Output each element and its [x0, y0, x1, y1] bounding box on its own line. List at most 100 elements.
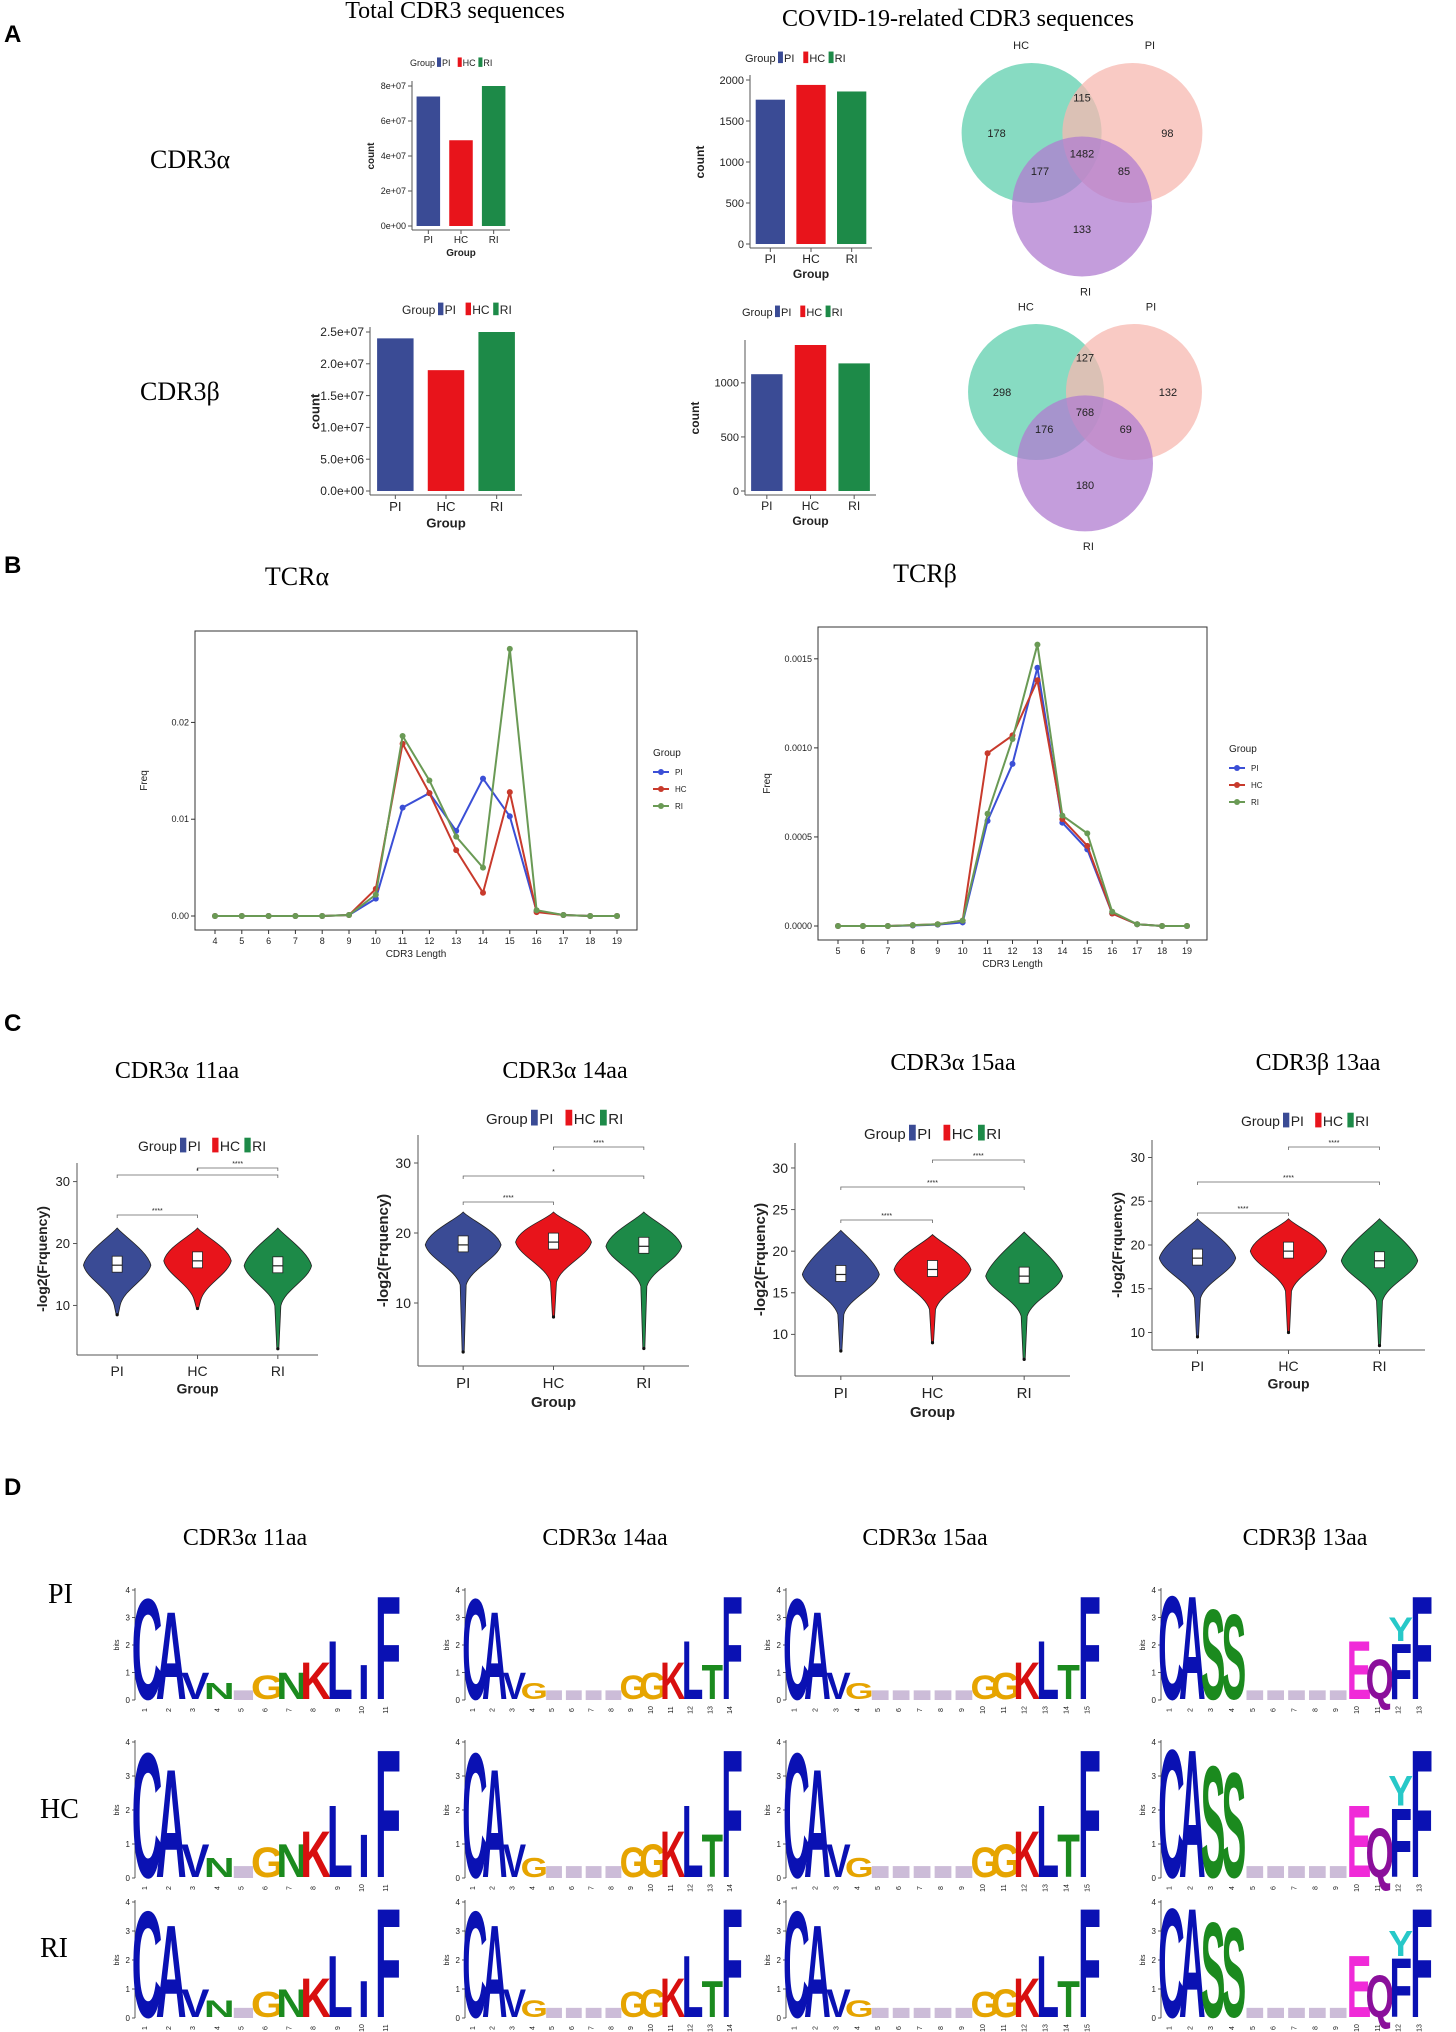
logo-4-ri-position-label: 7 — [1292, 2026, 1299, 2030]
logo-2-ri-letter-g: G — [521, 1996, 548, 2022]
logo-2-hc-letter-g: G — [521, 1851, 548, 1883]
bar-chart-1-legend-swatch-hc — [457, 57, 462, 67]
violin-chart-1-legend-swatch-hc — [212, 1137, 219, 1153]
line-chart-2-legend-dot-ri — [1234, 799, 1240, 805]
line-chart-1-point-ri — [265, 913, 272, 919]
bar-chart-2-xlabel: Group — [793, 267, 829, 281]
violin-chart-1-ytick-label: 30 — [56, 1174, 70, 1189]
logo-3-ri-minor-stack — [892, 2007, 910, 2018]
logo-4-pi-letter-f: F — [1410, 1565, 1433, 1731]
bar-chart-1-xlabel: Group — [446, 248, 476, 259]
bar-chart-3-legend-title: Group — [402, 303, 436, 317]
violin-chart-3-ytick-label: 30 — [772, 1160, 788, 1176]
logo-2-pi-position-label: 12 — [688, 1706, 695, 1714]
logo-2-ri-position-label: 2 — [490, 2026, 497, 2030]
logo-3-ri-ytick-label: 4 — [777, 1898, 782, 1907]
logo-3-pi-letter-g: G — [970, 1668, 999, 1706]
logo-3-pi-position-label: 6 — [896, 1708, 903, 1712]
logo-3-ri-position-label: 7 — [917, 2026, 924, 2030]
logo-4-pi-minor-stack — [1329, 1690, 1347, 1700]
line-chart-1-point-ri — [372, 891, 379, 898]
bar-chart-2-xtick-label: PI — [765, 252, 776, 266]
violin-chart-4-xtick-label: HC — [1278, 1358, 1298, 1374]
line-chart-2-point-pi — [1034, 664, 1041, 671]
logo-3-ri-position-label: 8 — [938, 2026, 945, 2030]
logo-3-ri-letter-f: F — [1078, 1877, 1101, 2032]
line-chart-1-xtick-label: 13 — [451, 936, 461, 946]
bar-chart-4-legend-swatch-ri — [825, 305, 831, 318]
venn-1: HC PI RI 178 98 115 1482 177 85 133 — [961, 40, 1203, 298]
bar-chart-1-bar-ri — [481, 86, 506, 226]
line-chart-1-legend-label-hc: HC — [675, 785, 687, 794]
logo-1-ri-ytick-label: 4 — [126, 1898, 131, 1907]
line-chart-1-legend-dot-pi — [658, 769, 664, 775]
bar-chart-1-ytick-label: 4e+07 — [381, 151, 406, 161]
logo-3-pi-position-label: 2 — [812, 1708, 819, 1712]
violin-chart-1-ytick-label: 20 — [56, 1236, 70, 1251]
line-chart-1-point-ri — [480, 864, 486, 871]
logo-4-ri-minor-stack — [1288, 2007, 1305, 2018]
logo-4-hc-position-label: 9 — [1333, 1886, 1340, 1890]
line-chart-1-point-ri — [346, 912, 352, 919]
logo-2-pi-ytick-label: 0 — [456, 1696, 461, 1705]
logo-1-ri-letter-l: L — [327, 1937, 353, 2032]
logo-2-hc-letter-k: K — [660, 1818, 685, 1892]
violin-chart-2-box-ri — [638, 1236, 650, 1254]
logo-4-pi-position-label: 3 — [1208, 1708, 1215, 1712]
violin-chart-3-box-hc — [927, 1260, 938, 1277]
logo-3-ri-minor-stack — [913, 2007, 931, 2018]
logo-1-hc-letter-n: N — [276, 1835, 307, 1887]
violin-chart-3-sig-label: **** — [973, 1153, 984, 1160]
bar-chart-1-legend-swatch-pi — [437, 57, 442, 67]
bar-chart-2-legend-title: Group — [745, 53, 776, 65]
logo-2-hc-letter-v: V — [503, 1835, 527, 1887]
logo-4-hc-ytick-label: 4 — [1152, 1738, 1157, 1747]
logo-3-pi-ytick-label: 3 — [777, 1614, 782, 1623]
line-chart-1-point-ri — [587, 913, 594, 919]
logo-1-pi-position-label: 11 — [383, 1706, 390, 1713]
logo-3-hc-letter-g: G — [991, 1835, 1020, 1887]
logo-3-hc-minor-stack — [913, 1866, 931, 1878]
bar-chart-2-bar-ri — [837, 91, 867, 244]
venn-1-count-all: 1482 — [1070, 149, 1094, 161]
line-chart-1-frame — [194, 630, 638, 931]
panel-d-title-3: CDR3α 15aa — [862, 1525, 988, 1551]
logo-4-hc-letter-e: E — [1347, 1785, 1372, 1900]
violin-chart-3-xtick-label: PI — [834, 1385, 848, 1402]
bar-chart-2-bar-pi — [755, 99, 785, 245]
logo-1-pi-position-label: 2 — [166, 1708, 173, 1712]
logo-1-pi-letter-i: I — [358, 1654, 370, 1710]
logo-2-hc-position-label: 6 — [569, 1886, 576, 1890]
logo-3-pi-letter-k: K — [1013, 1651, 1040, 1710]
line-chart-2-xtick-label: 8 — [910, 946, 915, 956]
logo-1-ri-ytick-label: 0 — [126, 2014, 131, 2023]
logo-2-pi-letter-g: G — [639, 1665, 666, 1708]
line-chart-2-xtick-label: 7 — [885, 946, 890, 956]
logo-2-hc-position-label: 2 — [490, 1886, 497, 1890]
bar-chart-4-xtick-label: HC — [802, 499, 820, 513]
bar-chart-2-ytick-label: 2000 — [720, 75, 744, 87]
logo-1-ri-letter-k: K — [300, 1966, 331, 2029]
violin-chart-4-sig-label: **** — [1238, 1206, 1249, 1213]
violin-chart-2-outlier-pi — [461, 1350, 465, 1354]
logo-1-pi-letter-n: N — [276, 1664, 307, 1707]
logo-1-pi-letter-v: V — [181, 1664, 210, 1707]
line-chart-1-series-ri — [215, 648, 617, 917]
bar-chart-2-legend-swatch-ri — [828, 51, 834, 64]
bar-chart-3-xtick-label: PI — [389, 499, 401, 514]
bar-chart-3-ytick-label: 1.0e+07 — [320, 421, 364, 435]
logo-2-ri-position-label: 6 — [569, 2026, 576, 2030]
bar-chart-2-ytick-label: 0 — [738, 239, 744, 251]
logo-4-pi-ytick-label: 1 — [1152, 1669, 1157, 1678]
logo-2-pi-letter-k: K — [660, 1651, 686, 1711]
line-chart-1-xtick-label: 19 — [612, 936, 622, 946]
logo-4-hc-letter-a: A — [1179, 1712, 1206, 1916]
logo-2-pi-minor-stack — [605, 1690, 622, 1700]
logo-3-hc-position-label: 5 — [875, 1886, 882, 1890]
violin-chart-4-box-ri — [1374, 1251, 1385, 1269]
logo-1-ri-ytick-label: 2 — [126, 1956, 131, 1965]
logo-4-pi-letter-f: F — [1389, 1628, 1412, 1717]
logo-2-pi-ytick-label: 3 — [456, 1614, 461, 1623]
violin-chart-1-xtick-label: PI — [111, 1363, 124, 1379]
logo-2-hc-position-label: 5 — [549, 1886, 556, 1890]
